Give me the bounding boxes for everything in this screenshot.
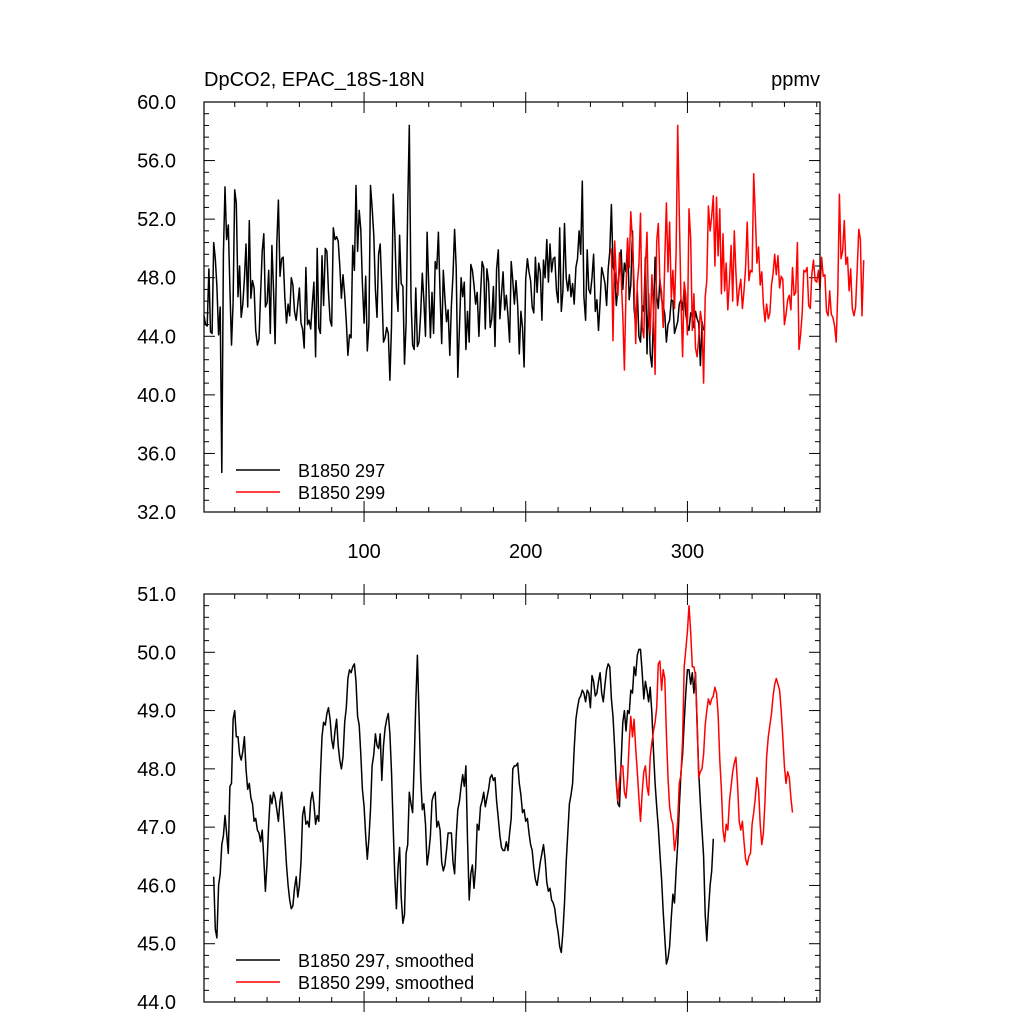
x-tick-label: 200 (509, 541, 542, 563)
y-tick-label: 44.0 (137, 992, 176, 1014)
y-tick-label: 40.0 (137, 385, 176, 407)
y-tick-label: 51.0 (137, 584, 176, 606)
top-y-tick-labels: 32.0 36.0 40.0 44.0 48.0 52.0 56.0 60.0 (137, 92, 176, 524)
y-tick-label: 48.0 (137, 759, 176, 781)
bottom-chart-panel: 44.0 45.0 46.0 47.0 48.0 49.0 50.0 51.0 B1850 2… (137, 584, 821, 1014)
top-plot-area (203, 124, 865, 474)
legend-label: B1850 299 (298, 483, 385, 503)
bottom-plot-area (212, 604, 794, 965)
y-tick-label: 56.0 (137, 151, 176, 173)
legend-label: B1850 297, smoothed (298, 951, 474, 971)
x-tick-label: 100 (347, 541, 380, 563)
y-tick-label: 52.0 (137, 209, 176, 231)
y-tick-label: 50.0 (137, 642, 176, 664)
top-x-tick-labels: 100 200 300 (347, 541, 704, 563)
x-tick-label: 300 (671, 541, 704, 563)
units-label: ppmv (771, 69, 820, 91)
y-tick-label: 36.0 (137, 443, 176, 465)
legend-label: B1850 297 (298, 461, 385, 481)
bottom-plot-frame (203, 593, 821, 1003)
top-axis-ticks (204, 92, 820, 522)
y-tick-label: 46.0 (137, 875, 176, 897)
series-line-2 (615, 604, 794, 866)
series-line-1 (212, 648, 715, 965)
y-tick-label: 49.0 (137, 701, 176, 723)
chart-title: DpCO2, EPAC_18S-18N (204, 69, 425, 91)
y-tick-label: 45.0 (137, 934, 176, 956)
bottom-y-tick-labels: 44.0 45.0 46.0 47.0 48.0 49.0 50.0 51.0 (137, 584, 176, 1014)
series-line-1 (203, 124, 705, 474)
y-tick-label: 44.0 (137, 326, 176, 348)
y-tick-label: 48.0 (137, 268, 176, 290)
series-line-2 (610, 124, 865, 384)
top-plot-frame (203, 101, 821, 513)
y-tick-label: 47.0 (137, 817, 176, 839)
y-tick-label: 32.0 (137, 502, 176, 524)
legend-label: B1850 299, smoothed (298, 973, 474, 993)
y-tick-label: 60.0 (137, 92, 176, 114)
top-chart-panel: DpCO2, EPAC_18S-18N ppmv 32.0 36.0 40.0 44.… (137, 69, 865, 563)
